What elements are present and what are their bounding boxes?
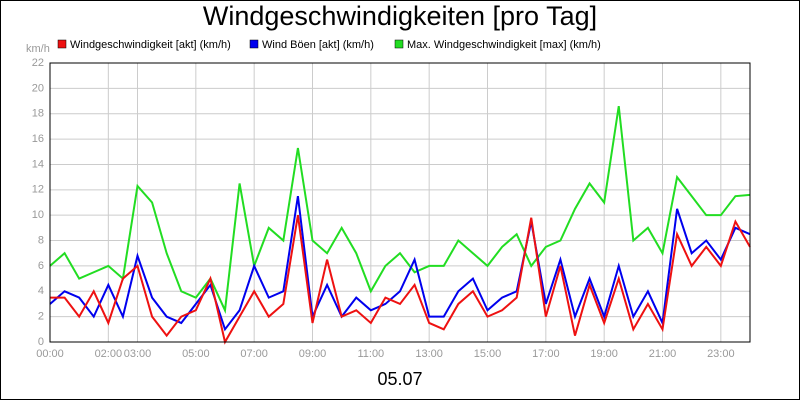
x-tick-label: 09:00 — [299, 348, 327, 360]
legend-swatch — [249, 39, 259, 49]
x-tick-label: 02:00 — [95, 348, 123, 360]
x-tick-label: 19:00 — [590, 348, 618, 360]
y-tick-label: 20 — [32, 82, 44, 94]
series-line — [50, 215, 751, 345]
x-tick-label: 07:00 — [240, 348, 268, 360]
x-axis-label: 05.07 — [377, 369, 422, 389]
x-tick-label: 21:00 — [649, 348, 677, 360]
y-tick-label: 0 — [38, 336, 44, 348]
x-tick-label: 11:00 — [357, 348, 384, 360]
x-tick-label: 17:00 — [532, 348, 560, 360]
series-line — [49, 196, 751, 332]
y-tick-label: 4 — [38, 285, 44, 297]
x-tick-label: 03:00 — [124, 348, 152, 360]
x-tick-label: 23:00 — [707, 348, 735, 360]
plot-area — [49, 62, 751, 343]
plot-border — [49, 62, 751, 343]
x-tick-label: 05:00 — [182, 348, 210, 360]
chart-title: Windgeschwindigkeiten [pro Tag] — [203, 1, 597, 31]
y-tick-label: 18 — [32, 108, 44, 120]
y-tick-label: 22 — [32, 57, 44, 69]
y-tick-label: 8 — [38, 234, 44, 246]
y-tick-label: 16 — [32, 133, 44, 145]
series-line — [49, 105, 751, 314]
legend-label: Windgeschwindigkeit [akt] (km/h) — [70, 39, 231, 51]
y-tick-label: 12 — [32, 184, 44, 196]
x-tick-label: 00:00 — [36, 348, 64, 360]
x-tick-label: 15:00 — [474, 348, 502, 360]
y-tick-label: 2 — [38, 311, 44, 323]
legend-swatch — [394, 39, 404, 49]
legend-label: Wind Böen [akt] (km/h) — [262, 39, 374, 51]
y-tick-label: 10 — [32, 209, 44, 221]
legend-swatch — [57, 39, 67, 49]
x-tick-label: 13:00 — [415, 348, 443, 360]
y-axis-label: km/h — [26, 43, 50, 55]
legend-label: Max. Windgeschwindigkeit [max] (km/h) — [407, 39, 601, 51]
y-tick-label: 14 — [32, 158, 44, 170]
y-tick-label: 6 — [38, 260, 44, 272]
